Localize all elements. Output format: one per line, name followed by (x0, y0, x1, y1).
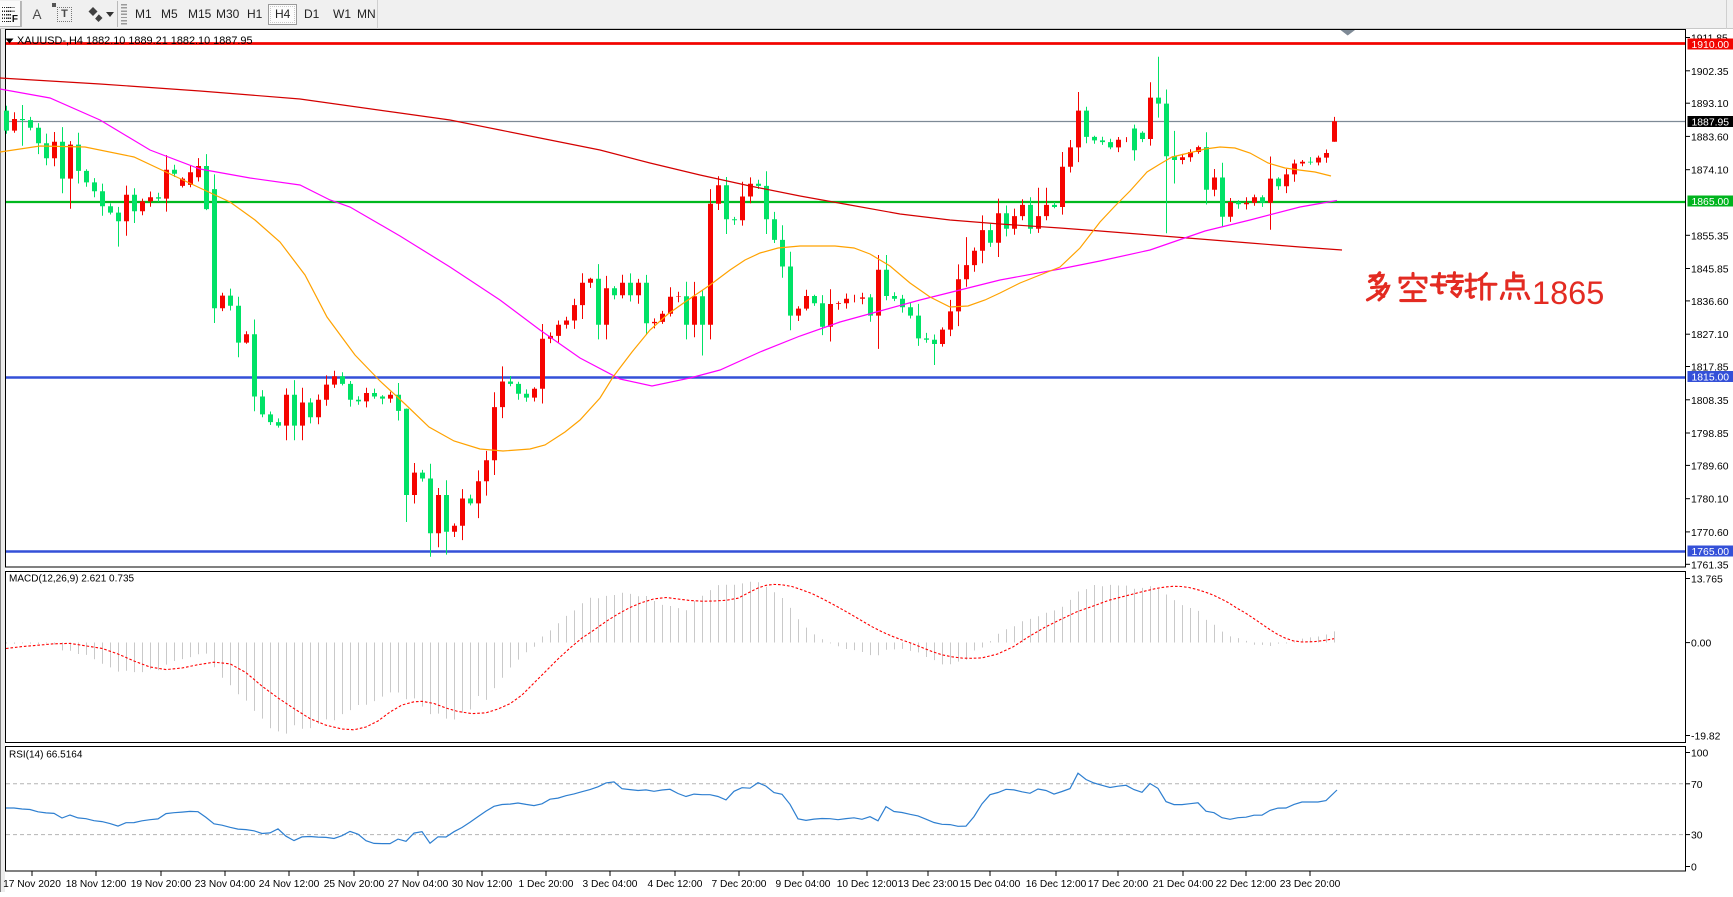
svg-text:XAUUSD-,H4 1882.10 1889.21 18: XAUUSD-,H4 1882.10 1889.21 1882.10 1887.… (17, 35, 253, 47)
svg-text:22 Dec 12:00: 22 Dec 12:00 (1216, 879, 1277, 890)
svg-text:1855.35: 1855.35 (1691, 231, 1729, 242)
svg-text:100: 100 (1691, 749, 1709, 760)
svg-text:23 Nov 04:00: 23 Nov 04:00 (195, 879, 256, 890)
svg-text:4 Dec 12:00: 4 Dec 12:00 (648, 879, 703, 890)
svg-text:27 Nov 04:00: 27 Nov 04:00 (388, 879, 449, 890)
svg-text:-19.82: -19.82 (1691, 732, 1721, 743)
svg-text:30: 30 (1691, 831, 1703, 842)
svg-text:1770.60: 1770.60 (1691, 528, 1729, 539)
svg-text:1865.00: 1865.00 (1692, 197, 1730, 208)
svg-text:1789.60: 1789.60 (1691, 461, 1729, 472)
svg-text:1765.00: 1765.00 (1692, 547, 1730, 558)
svg-text:1798.85: 1798.85 (1691, 429, 1729, 440)
svg-text:1815.00: 1815.00 (1692, 372, 1730, 383)
svg-text:24 Nov 12:00: 24 Nov 12:00 (259, 879, 320, 890)
svg-text:1827.10: 1827.10 (1691, 330, 1729, 341)
svg-text:1836.60: 1836.60 (1691, 297, 1729, 308)
svg-text:1 Dec 20:00: 1 Dec 20:00 (519, 879, 574, 890)
svg-text:10 Dec 12:00: 10 Dec 12:00 (837, 879, 898, 890)
svg-text:25 Nov 20:00: 25 Nov 20:00 (324, 879, 385, 890)
svg-text:1902.35: 1902.35 (1691, 67, 1729, 78)
svg-text:23 Dec 20:00: 23 Dec 20:00 (1280, 879, 1341, 890)
svg-text:1845.85: 1845.85 (1691, 265, 1729, 276)
svg-text:1893.10: 1893.10 (1691, 99, 1729, 110)
svg-text:17 Dec 20:00: 17 Dec 20:00 (1088, 879, 1149, 890)
svg-text:70: 70 (1691, 780, 1703, 791)
svg-text:21 Dec 04:00: 21 Dec 04:00 (1153, 879, 1214, 890)
svg-text:0.00: 0.00 (1691, 639, 1711, 650)
svg-text:18 Nov 12:00: 18 Nov 12:00 (66, 879, 127, 890)
svg-text:1780.10: 1780.10 (1691, 495, 1729, 506)
svg-text:1910.00: 1910.00 (1692, 40, 1730, 51)
svg-text:19 Nov 20:00: 19 Nov 20:00 (131, 879, 192, 890)
svg-text:1887.95: 1887.95 (1692, 117, 1730, 128)
svg-text:16 Dec 12:00: 16 Dec 12:00 (1026, 879, 1087, 890)
svg-text:1808.35: 1808.35 (1691, 396, 1729, 407)
svg-text:1865: 1865 (1532, 275, 1604, 311)
svg-text:RSI(14) 66.5164: RSI(14) 66.5164 (9, 750, 83, 761)
svg-text:0: 0 (1691, 863, 1697, 874)
svg-text:3 Dec 04:00: 3 Dec 04:00 (583, 879, 638, 890)
svg-text:15 Dec 04:00: 15 Dec 04:00 (960, 879, 1021, 890)
svg-text:1874.10: 1874.10 (1691, 166, 1729, 177)
svg-text:30 Nov 12:00: 30 Nov 12:00 (452, 879, 513, 890)
svg-text:1883.60: 1883.60 (1691, 132, 1729, 143)
svg-text:13 Dec 23:00: 13 Dec 23:00 (898, 879, 959, 890)
svg-text:9 Dec 04:00: 9 Dec 04:00 (776, 879, 831, 890)
svg-text:MACD(12,26,9) 2.621 0.735: MACD(12,26,9) 2.621 0.735 (9, 574, 135, 585)
svg-text:13.765: 13.765 (1691, 575, 1723, 586)
svg-text:17 Nov 2020: 17 Nov 2020 (3, 879, 61, 890)
svg-text:7 Dec 20:00: 7 Dec 20:00 (712, 879, 767, 890)
svg-text:1761.35: 1761.35 (1691, 560, 1729, 571)
